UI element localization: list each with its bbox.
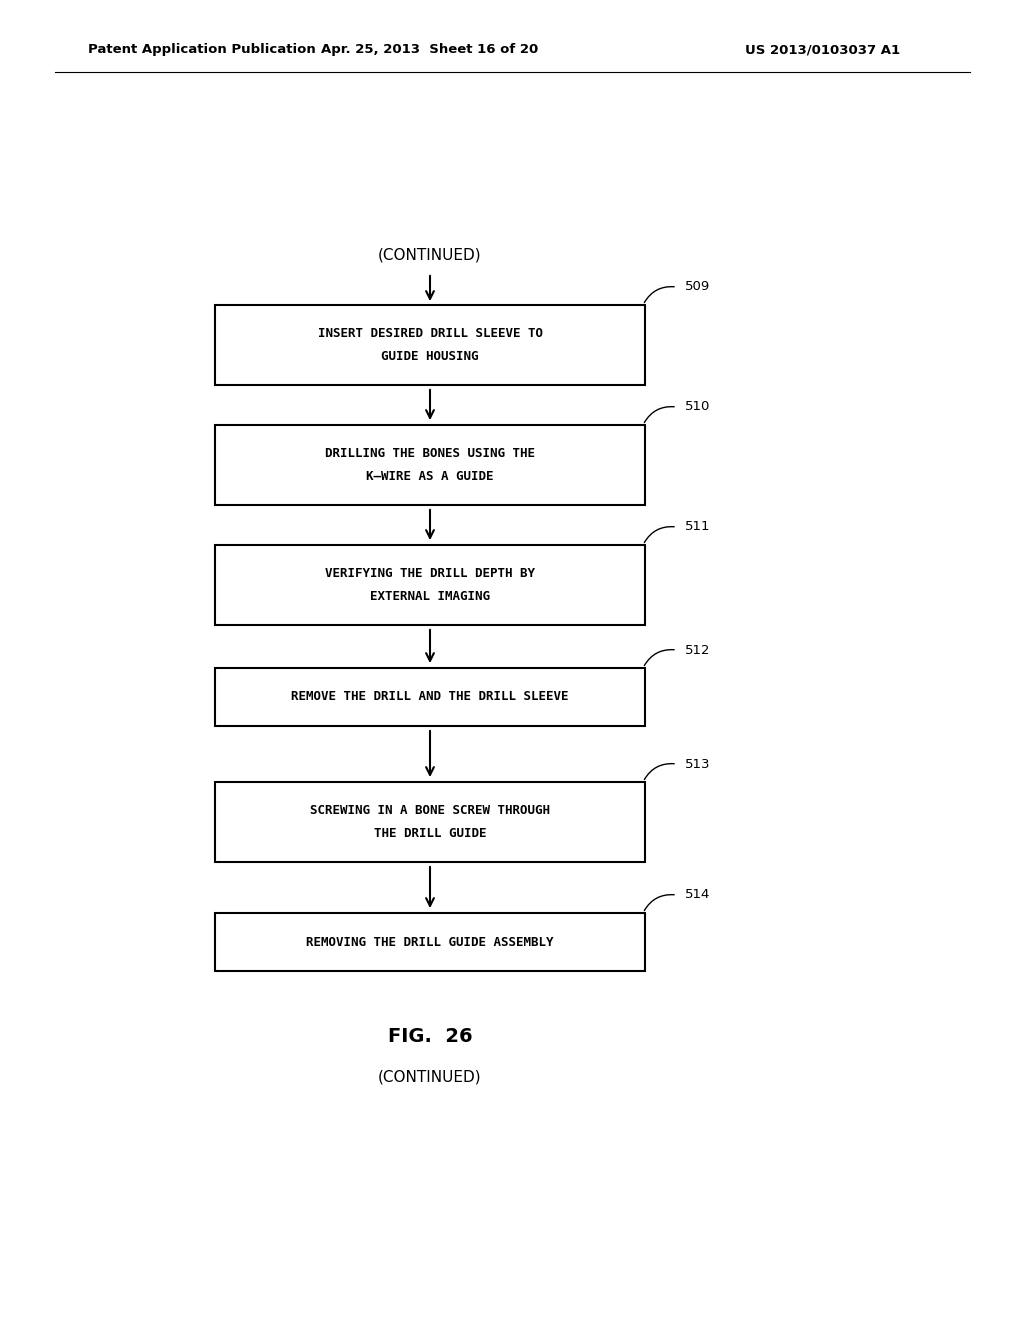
Bar bbox=[215, 425, 645, 506]
Text: US 2013/0103037 A1: US 2013/0103037 A1 bbox=[744, 44, 900, 57]
Text: INSERT DESIRED DRILL SLEEVE TO: INSERT DESIRED DRILL SLEEVE TO bbox=[317, 327, 543, 341]
Text: 514: 514 bbox=[685, 888, 711, 902]
Bar bbox=[215, 668, 645, 726]
Text: 509: 509 bbox=[685, 281, 711, 293]
Text: GUIDE HOUSING: GUIDE HOUSING bbox=[381, 350, 479, 363]
Text: 512: 512 bbox=[685, 644, 711, 656]
Text: (CONTINUED): (CONTINUED) bbox=[378, 1069, 482, 1085]
Text: 513: 513 bbox=[685, 758, 711, 771]
Text: THE DRILL GUIDE: THE DRILL GUIDE bbox=[374, 826, 486, 840]
Text: Apr. 25, 2013  Sheet 16 of 20: Apr. 25, 2013 Sheet 16 of 20 bbox=[322, 44, 539, 57]
Text: VERIFYING THE DRILL DEPTH BY: VERIFYING THE DRILL DEPTH BY bbox=[325, 568, 535, 581]
Text: DRILLING THE BONES USING THE: DRILLING THE BONES USING THE bbox=[325, 447, 535, 461]
Bar bbox=[215, 913, 645, 972]
Text: 511: 511 bbox=[685, 520, 711, 533]
Text: SCREWING IN A BONE SCREW THROUGH: SCREWING IN A BONE SCREW THROUGH bbox=[310, 804, 550, 817]
Text: K–WIRE AS A GUIDE: K–WIRE AS A GUIDE bbox=[367, 470, 494, 483]
Text: REMOVE THE DRILL AND THE DRILL SLEEVE: REMOVE THE DRILL AND THE DRILL SLEEVE bbox=[291, 690, 568, 704]
Bar bbox=[215, 781, 645, 862]
Text: EXTERNAL IMAGING: EXTERNAL IMAGING bbox=[370, 590, 490, 603]
Text: FIG.  26: FIG. 26 bbox=[388, 1027, 472, 1047]
Text: REMOVING THE DRILL GUIDE ASSEMBLY: REMOVING THE DRILL GUIDE ASSEMBLY bbox=[306, 936, 554, 949]
Bar bbox=[215, 305, 645, 385]
Text: 510: 510 bbox=[685, 400, 711, 413]
Text: (CONTINUED): (CONTINUED) bbox=[378, 248, 482, 263]
Text: Patent Application Publication: Patent Application Publication bbox=[88, 44, 315, 57]
Bar bbox=[215, 545, 645, 624]
